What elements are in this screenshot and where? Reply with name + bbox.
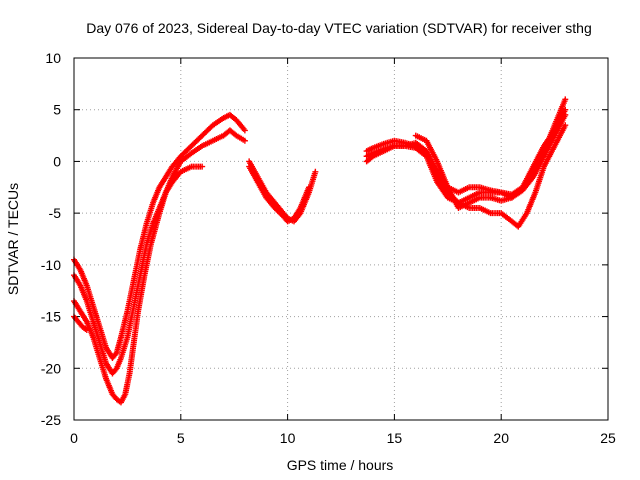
y-tick-label: 5 — [53, 102, 61, 118]
data-point — [112, 351, 119, 358]
data-point — [562, 106, 569, 113]
x-tick-label: 15 — [387, 430, 403, 446]
y-tick-label: -20 — [41, 360, 61, 376]
data-point — [241, 127, 248, 134]
y-tick-label: 0 — [53, 153, 61, 169]
series-track-6 — [246, 163, 312, 225]
y-tick-label: 10 — [45, 50, 61, 66]
data-point — [199, 163, 206, 170]
data-series — [71, 96, 569, 406]
x-tick-label: 25 — [600, 430, 616, 446]
plot-frame — [73, 57, 609, 421]
x-axis-label: GPS time / hours — [287, 457, 394, 473]
chart-title: Day 076 of 2023, Sidereal Day-to-day VTE… — [86, 20, 592, 36]
data-point — [562, 111, 569, 118]
x-tick-label: 5 — [177, 430, 185, 446]
data-point — [305, 184, 312, 191]
y-tick-label: -25 — [41, 412, 61, 428]
grid — [74, 58, 608, 420]
data-point — [83, 327, 90, 334]
x-tick-label: 0 — [70, 430, 78, 446]
y-tick-label: -5 — [49, 205, 62, 221]
x-tick-label: 10 — [280, 430, 296, 446]
data-point — [368, 154, 375, 161]
y-tick-label: -15 — [41, 309, 61, 325]
data-point — [562, 122, 569, 129]
y-axis-label: SDTVAR / TECUs — [5, 183, 21, 295]
data-point — [312, 168, 319, 175]
data-point — [112, 366, 119, 373]
series-track-2 — [71, 111, 248, 361]
data-point — [562, 96, 569, 103]
data-point — [241, 137, 248, 144]
series-track-1 — [71, 127, 248, 377]
x-tick-label: 20 — [493, 430, 509, 446]
y-tick-label: -10 — [41, 257, 61, 273]
series-track-10 — [412, 111, 569, 211]
series-track-3 — [71, 163, 206, 406]
